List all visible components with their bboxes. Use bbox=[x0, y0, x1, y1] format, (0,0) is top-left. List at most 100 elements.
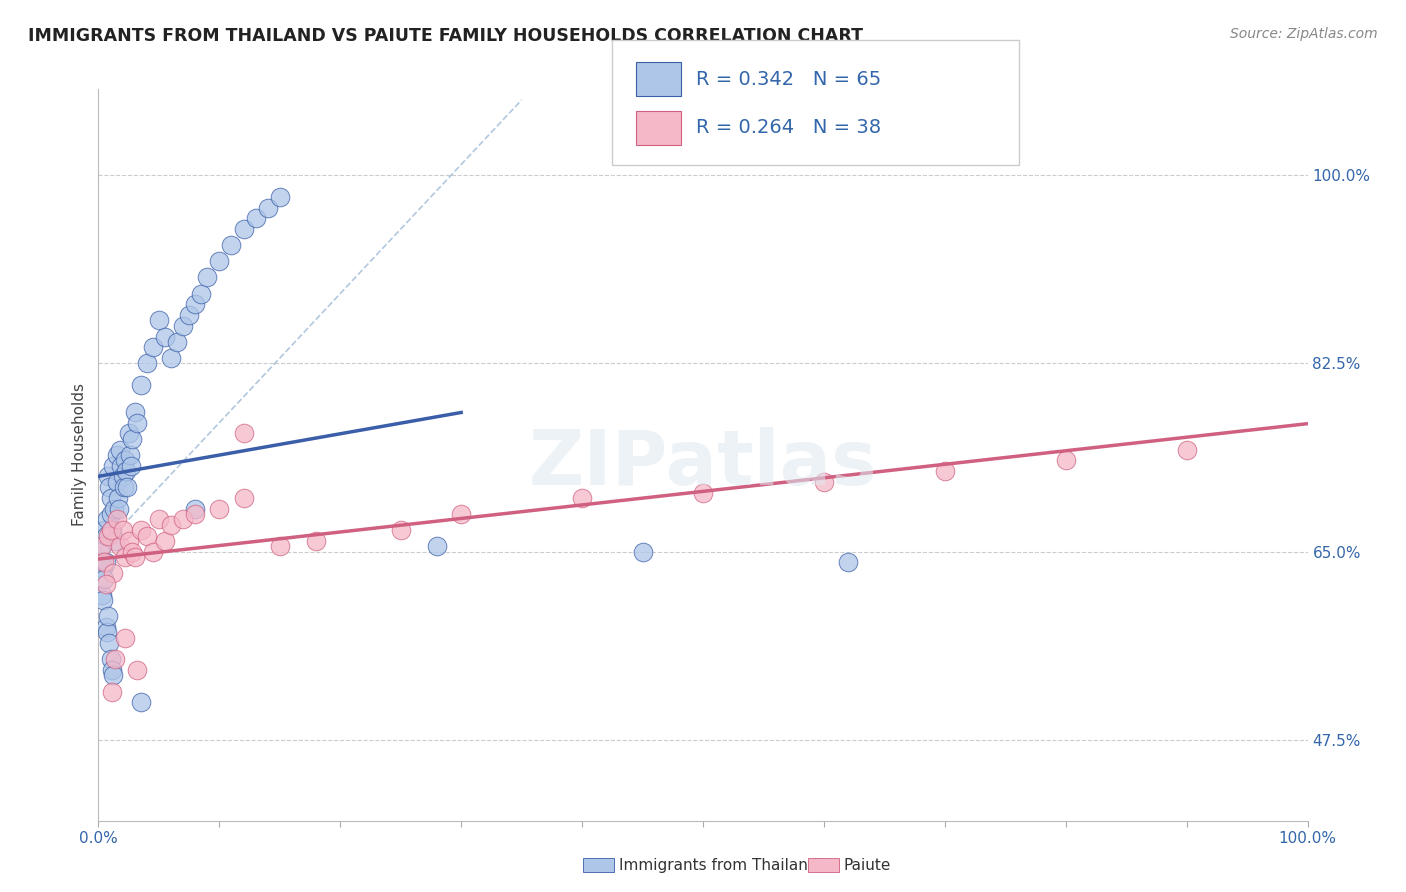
Point bbox=[111, 523, 134, 537]
Point bbox=[118, 426, 141, 441]
Point bbox=[105, 475, 128, 489]
Point bbox=[1175, 442, 1198, 457]
Point bbox=[100, 523, 122, 537]
Point bbox=[245, 211, 267, 226]
Point bbox=[172, 512, 194, 526]
Point bbox=[94, 556, 117, 570]
Point bbox=[450, 507, 472, 521]
Point bbox=[91, 561, 114, 575]
Point bbox=[172, 318, 194, 333]
Text: ZIPatlas: ZIPatlas bbox=[529, 427, 877, 500]
Point bbox=[97, 469, 120, 483]
Point bbox=[107, 491, 129, 505]
Point bbox=[93, 556, 115, 570]
Point bbox=[120, 458, 142, 473]
Point bbox=[124, 550, 146, 565]
Point bbox=[101, 566, 124, 581]
Point bbox=[129, 695, 152, 709]
Point bbox=[135, 528, 157, 542]
Point bbox=[110, 458, 132, 473]
Text: IMMIGRANTS FROM THAILAND VS PAIUTE FAMILY HOUSEHOLDS CORRELATION CHART: IMMIGRANTS FROM THAILAND VS PAIUTE FAMIL… bbox=[28, 27, 863, 45]
Point bbox=[118, 448, 141, 462]
Point bbox=[1054, 453, 1077, 467]
Point bbox=[190, 286, 212, 301]
Point bbox=[305, 533, 328, 548]
Point bbox=[93, 572, 115, 586]
Point bbox=[142, 545, 165, 559]
Point bbox=[94, 528, 117, 542]
Point bbox=[111, 469, 134, 483]
Point bbox=[94, 577, 117, 591]
Point bbox=[129, 378, 152, 392]
Point bbox=[129, 523, 152, 537]
Point bbox=[127, 416, 149, 430]
Point bbox=[148, 313, 170, 327]
Point bbox=[160, 517, 183, 532]
Point bbox=[94, 620, 117, 634]
Y-axis label: Family Households: Family Households bbox=[72, 384, 87, 526]
Point bbox=[232, 222, 254, 236]
Point bbox=[105, 448, 128, 462]
Point bbox=[269, 539, 291, 553]
Point bbox=[571, 491, 593, 505]
Point bbox=[96, 625, 118, 640]
Point bbox=[179, 308, 201, 322]
Point bbox=[269, 190, 291, 204]
Point bbox=[96, 512, 118, 526]
Point bbox=[97, 528, 120, 542]
Point bbox=[108, 501, 131, 516]
Point bbox=[127, 663, 149, 677]
Point bbox=[98, 636, 121, 650]
Point bbox=[100, 507, 122, 521]
Point bbox=[100, 523, 122, 537]
Point bbox=[98, 480, 121, 494]
Point bbox=[124, 405, 146, 419]
Text: Paiute: Paiute bbox=[844, 858, 891, 872]
Point bbox=[692, 485, 714, 500]
Point bbox=[195, 270, 218, 285]
Point bbox=[91, 593, 114, 607]
Point bbox=[232, 426, 254, 441]
Point bbox=[105, 512, 128, 526]
Point bbox=[104, 533, 127, 548]
Point bbox=[631, 545, 654, 559]
Point bbox=[813, 475, 835, 489]
Point bbox=[389, 523, 412, 537]
Point bbox=[184, 297, 207, 311]
Point bbox=[100, 652, 122, 666]
Point bbox=[221, 238, 243, 252]
Point bbox=[91, 556, 114, 570]
Point bbox=[93, 523, 115, 537]
Point bbox=[91, 539, 114, 553]
Point bbox=[426, 539, 449, 553]
Point bbox=[184, 507, 207, 521]
Point bbox=[100, 684, 122, 698]
Point bbox=[135, 356, 157, 371]
Point bbox=[97, 609, 120, 624]
Text: R = 0.264   N = 38: R = 0.264 N = 38 bbox=[696, 118, 882, 137]
Point bbox=[934, 464, 956, 478]
Point bbox=[208, 254, 231, 268]
Point bbox=[153, 533, 176, 548]
Point bbox=[256, 201, 278, 215]
Point bbox=[121, 545, 143, 559]
Point bbox=[142, 340, 165, 354]
Text: R = 0.342   N = 65: R = 0.342 N = 65 bbox=[696, 70, 882, 89]
Point bbox=[114, 631, 136, 645]
Point bbox=[153, 329, 176, 343]
Point bbox=[114, 550, 136, 565]
Point bbox=[100, 491, 122, 505]
Point bbox=[166, 334, 188, 349]
Point bbox=[114, 453, 136, 467]
Point bbox=[117, 480, 139, 494]
Point bbox=[121, 432, 143, 446]
Point bbox=[104, 652, 127, 666]
Point bbox=[91, 588, 114, 602]
Point bbox=[160, 351, 183, 365]
Point bbox=[115, 464, 138, 478]
Point bbox=[837, 556, 859, 570]
Point bbox=[101, 668, 124, 682]
Text: Immigrants from Thailand: Immigrants from Thailand bbox=[619, 858, 817, 872]
Point bbox=[148, 512, 170, 526]
Point bbox=[108, 539, 131, 553]
